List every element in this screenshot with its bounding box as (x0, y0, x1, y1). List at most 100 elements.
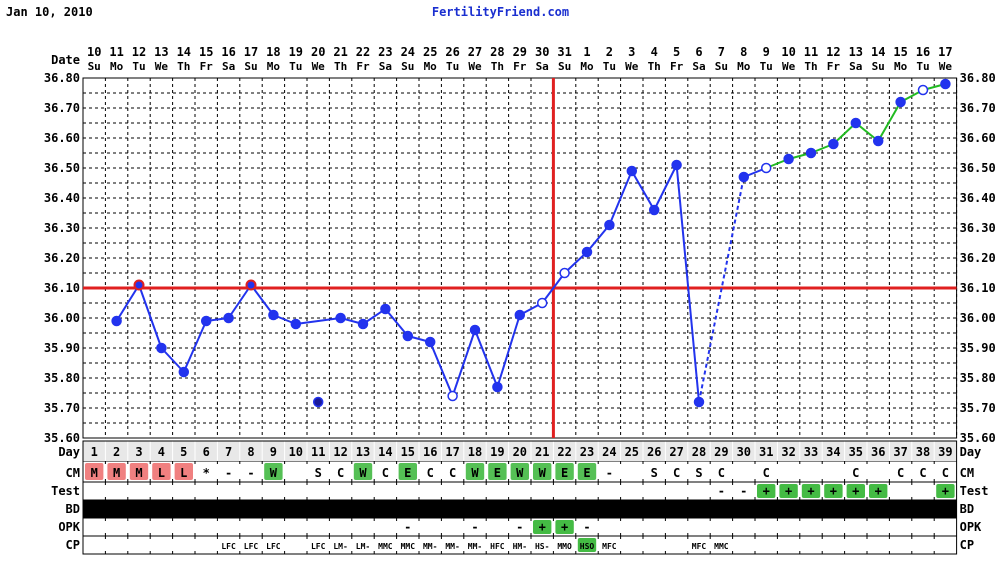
cm-cell-bg (577, 463, 597, 480)
temp-point (940, 78, 951, 90)
y-tick-label-left: 35.70 (44, 401, 80, 415)
weekday-label: Tu (916, 60, 929, 73)
cycle-day-label: 21 (535, 445, 549, 459)
y-tick-label-left: 36.50 (44, 161, 80, 175)
temp-point (492, 381, 503, 393)
weekday-label: Sa (849, 60, 862, 73)
cm-cell: C (919, 466, 926, 480)
temp-line-segment (653, 164, 678, 211)
y-tick-label-left: 36.10 (44, 281, 80, 295)
cm-cell-bg (465, 463, 485, 480)
y-tick-label-right: 36.70 (960, 101, 996, 115)
weekday-label: Mo (267, 60, 281, 73)
weekday-label: Sa (692, 60, 705, 73)
test-cell-bg (846, 484, 865, 498)
temp-point (648, 204, 660, 216)
y-tick-label-left: 36.70 (44, 101, 80, 115)
cm-cell: M (91, 466, 98, 480)
weekday-label: Fr (356, 60, 370, 73)
y-tick-label-right: 36.40 (960, 191, 996, 205)
test-cell-bg (936, 484, 955, 498)
temp-point (268, 309, 279, 321)
temp-point (536, 297, 548, 309)
date-label: 6 (695, 45, 702, 59)
cycle-day-label: 9 (270, 445, 277, 459)
cycle-day-label: 13 (356, 445, 370, 459)
temp-line-segment (474, 329, 499, 388)
cycle-day-label: 24 (602, 445, 616, 459)
weekday-label: Fr (670, 60, 684, 73)
temp-line-segment (182, 320, 208, 373)
weekday-label: Mo (737, 60, 751, 73)
test-cell-bg (869, 484, 888, 498)
temp-point (783, 153, 794, 165)
weekday-label: Mo (424, 60, 438, 73)
cm-row-label-right: CM (960, 466, 974, 480)
date-label: 15 (199, 45, 213, 59)
test-cell: - (718, 484, 725, 498)
date-row-label: Date (51, 53, 80, 67)
y-tick-label-right: 36.80 (960, 71, 996, 85)
date-label: 18 (266, 45, 280, 59)
day-row-label-right: Day (960, 445, 982, 459)
date-label: 22 (356, 45, 370, 59)
cm-cell: C (382, 466, 389, 480)
test-cell: - (740, 484, 747, 498)
temp-point (895, 96, 906, 108)
header-site-link[interactable]: FertilityFriend.com (431, 5, 570, 19)
date-label: 16 (221, 45, 235, 59)
test-cell-bg (824, 484, 843, 498)
test-cell: + (852, 484, 859, 498)
plot-border (82, 77, 958, 439)
cm-cell-bg (353, 463, 373, 480)
temp-point (760, 162, 772, 174)
cm-cell: C (337, 466, 344, 480)
temp-point (469, 324, 481, 336)
cycle-day-label: 31 (759, 445, 773, 459)
cm-cell: L (158, 466, 165, 480)
test-cell: + (830, 484, 837, 498)
date-label: 12 (132, 45, 146, 59)
bd-row-label-right: BD (960, 502, 974, 516)
test-cell-bg (801, 484, 821, 498)
temp-point (133, 279, 145, 291)
temp-point (156, 342, 167, 354)
bd-row-bar (83, 500, 957, 518)
date-label: 21 (333, 45, 347, 59)
cycle-day-label: 11 (311, 445, 325, 459)
cp-cell: HSO (580, 542, 595, 551)
cp-cell: MMC (401, 542, 416, 551)
temp-point (559, 267, 570, 279)
weekday-label: Th (177, 60, 190, 73)
cm-cell: W (516, 466, 524, 480)
cm-cell: - (606, 466, 613, 480)
temp-point (245, 279, 257, 291)
opk-row-label-left: OPK (58, 520, 80, 534)
date-label: 27 (468, 45, 482, 59)
weekday-label: We (312, 60, 326, 73)
y-tick-label-right: 35.80 (960, 371, 996, 385)
cp-cell-bg (577, 538, 597, 552)
temp-line-dashed-segment (698, 176, 745, 403)
cm-cell: S (315, 466, 322, 480)
y-tick-label-right: 35.70 (960, 401, 996, 415)
temp-point (828, 138, 839, 150)
cycle-day-label: 18 (468, 445, 482, 459)
cycle-day-label: 35 (849, 445, 863, 459)
opk-cell: + (539, 520, 546, 534)
temp-point (447, 390, 458, 402)
cp-cell: LFC (221, 542, 236, 551)
cm-cell-bg (510, 463, 529, 480)
cp-cell: MMC (714, 542, 729, 551)
date-label: 9 (763, 45, 770, 59)
cm-cell: - (247, 466, 254, 480)
date-label: 3 (628, 45, 635, 59)
y-tick-label-left: 35.90 (44, 341, 80, 355)
temp-line-segment (227, 284, 252, 319)
test-cell: + (807, 484, 814, 498)
date-label: 17 (938, 45, 952, 59)
bd-row-label-left: BD (66, 502, 80, 516)
y-tick-label-left: 35.80 (44, 371, 80, 385)
cycle-day-label: 39 (938, 445, 952, 459)
